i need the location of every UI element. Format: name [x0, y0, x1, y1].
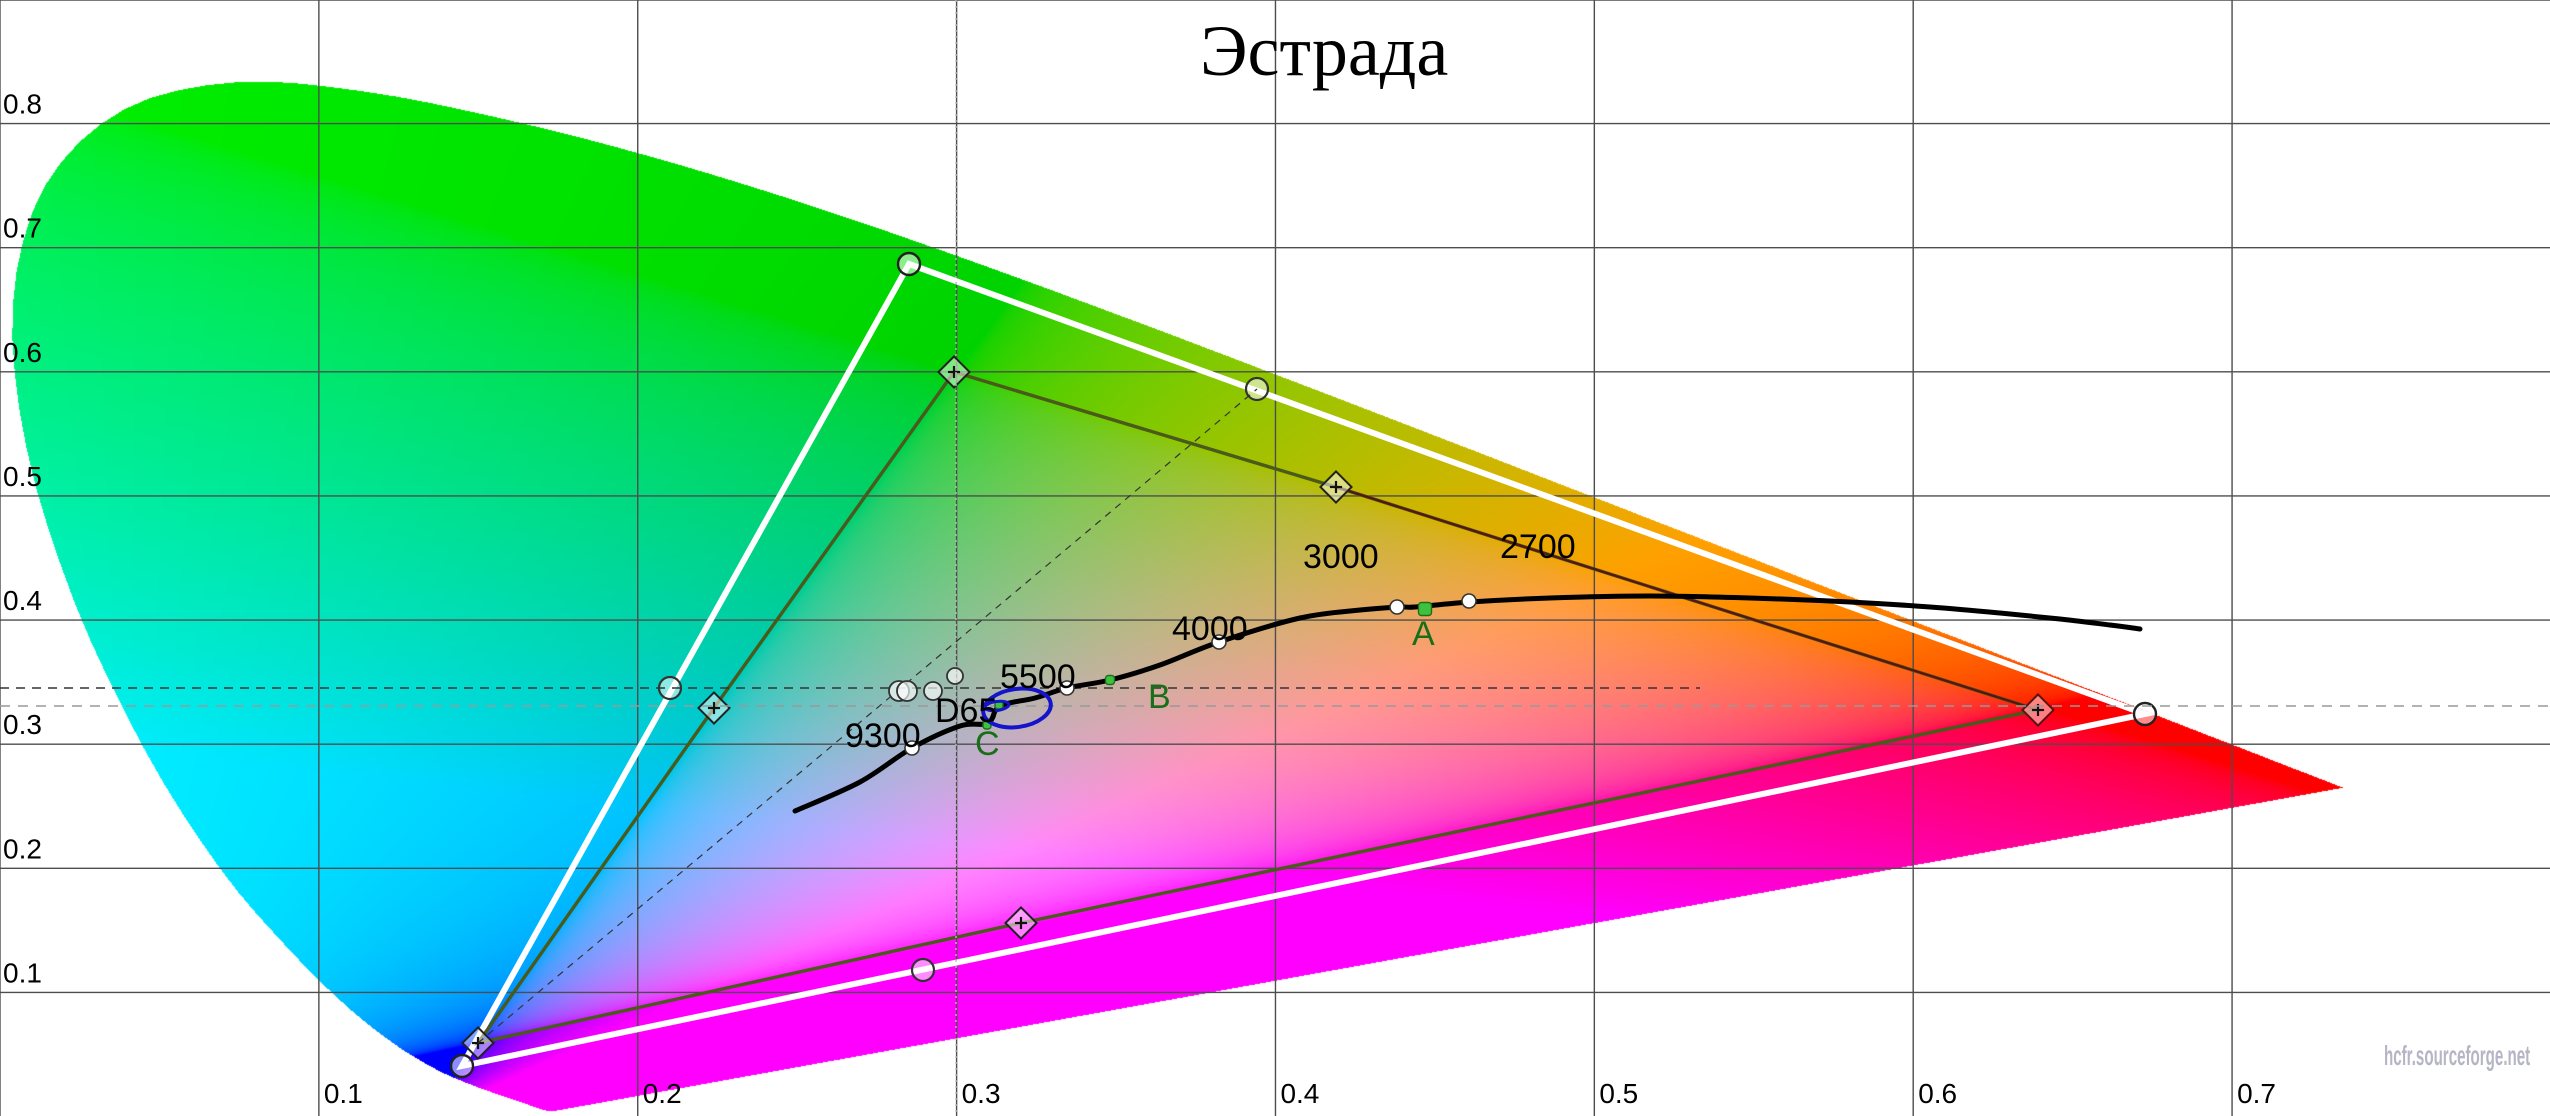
svg-text:0.8: 0.8	[3, 89, 42, 120]
svg-text:D65: D65	[935, 692, 997, 730]
svg-text:0.5: 0.5	[3, 461, 42, 492]
svg-text:0.7: 0.7	[3, 213, 42, 244]
svg-text:0.6: 0.6	[1918, 1078, 1957, 1109]
svg-text:5500: 5500	[1000, 658, 1076, 696]
svg-text:2700: 2700	[1500, 528, 1576, 566]
svg-text:C: C	[975, 725, 1000, 763]
svg-text:3000: 3000	[1303, 538, 1379, 576]
svg-text:0.6: 0.6	[3, 337, 42, 368]
svg-text:0.7: 0.7	[2237, 1078, 2276, 1109]
svg-text:0.4: 0.4	[3, 585, 42, 616]
svg-text:0.2: 0.2	[643, 1078, 682, 1109]
svg-text:9300: 9300	[845, 717, 921, 755]
svg-text:0.4: 0.4	[1280, 1078, 1319, 1109]
svg-text:0.3: 0.3	[962, 1078, 1001, 1109]
svg-text:0.2: 0.2	[3, 833, 42, 864]
svg-text:0.1: 0.1	[324, 1078, 363, 1109]
svg-text:A: A	[1412, 615, 1435, 653]
svg-text:0.1: 0.1	[3, 957, 42, 988]
svg-text:4000: 4000	[1172, 610, 1248, 648]
svg-text:0.3: 0.3	[3, 709, 42, 740]
svg-text:B: B	[1148, 678, 1171, 716]
svg-text:0.5: 0.5	[1599, 1078, 1638, 1109]
